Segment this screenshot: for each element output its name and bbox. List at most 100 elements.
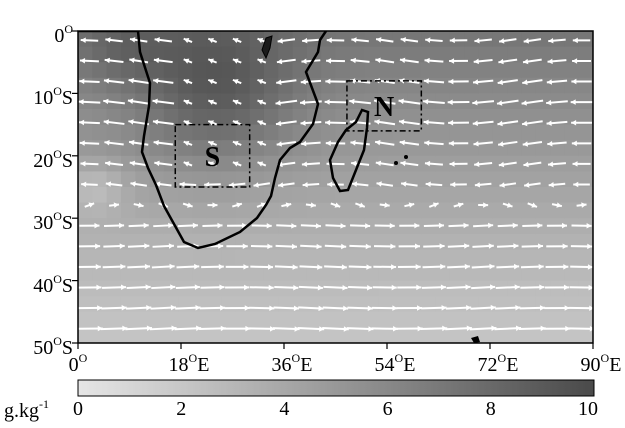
humidity-cell (250, 125, 265, 141)
humidity-cell (307, 249, 322, 265)
humidity-cell (264, 62, 279, 78)
humidity-cell (579, 296, 594, 312)
x-tick-label: 0O (69, 352, 88, 375)
humidity-cell (579, 62, 594, 78)
humidity-cell (164, 31, 179, 47)
humidity-cell (536, 249, 551, 265)
humidity-cell (579, 125, 594, 141)
humidity-cell (207, 327, 222, 343)
y-tick-label: 50OS (33, 335, 73, 358)
humidity-cell (393, 125, 408, 141)
humidity-cell (121, 249, 136, 265)
humidity-cell (550, 125, 565, 141)
humidity-cell (550, 281, 565, 297)
humidity-cell (564, 312, 579, 328)
humidity-cell (436, 249, 451, 265)
humidity-cell (92, 62, 107, 78)
x-tick-label: 18OE (169, 352, 210, 375)
humidity-cell (264, 249, 279, 265)
humidity-cell (550, 312, 565, 328)
humidity-cell (579, 234, 594, 250)
colorbar-unit: g.kg-1 (4, 398, 49, 421)
humidity-cell (421, 62, 436, 78)
humidity-cell (250, 281, 265, 297)
humidity-cell (92, 203, 107, 219)
humidity-cell (121, 125, 136, 141)
humidity-cell (364, 203, 379, 219)
humidity-cell (579, 78, 594, 94)
humidity-cell (92, 31, 107, 47)
humidity-cell (479, 125, 494, 141)
humidity-cell (121, 62, 136, 78)
humidity-cell (207, 281, 222, 297)
humidity-cell (135, 296, 150, 312)
humidity-cell (192, 249, 207, 265)
humidity-cell (192, 296, 207, 312)
humidity-cell (264, 140, 279, 156)
humidity-cell (221, 125, 236, 141)
humidity-cell (550, 62, 565, 78)
humidity-cell (507, 312, 522, 328)
colorbar-tick-label: 2 (176, 399, 186, 419)
humidity-cell (293, 312, 308, 328)
humidity-cell (507, 281, 522, 297)
humidity-cell (536, 171, 551, 187)
humidity-cell (350, 234, 365, 250)
x-tick-label: 90OE (581, 352, 622, 375)
humidity-cell (221, 296, 236, 312)
humidity-cell (579, 249, 594, 265)
humidity-cell (450, 234, 465, 250)
humidity-cell (107, 234, 122, 250)
humidity-cell (164, 140, 179, 156)
humidity-cell (407, 234, 422, 250)
humidity-cell (521, 249, 536, 265)
humidity-cell (321, 187, 336, 203)
humidity-cell (393, 281, 408, 297)
humidity-cell (579, 312, 594, 328)
humidity-cell (207, 312, 222, 328)
humidity-cell (192, 93, 207, 109)
humidity-cell (521, 234, 536, 250)
humidity-cell (364, 296, 379, 312)
y-tick-label: 40OS (33, 273, 73, 296)
humidity-cell (479, 234, 494, 250)
humidity-cell (536, 203, 551, 219)
humidity-cell (221, 156, 236, 172)
humidity-cell (521, 62, 536, 78)
humidity-cell (250, 312, 265, 328)
humidity-cell (78, 234, 93, 250)
humidity-cell (192, 203, 207, 219)
humidity-cell (536, 62, 551, 78)
humidity-cell (250, 327, 265, 343)
humidity-cell (150, 296, 165, 312)
humidity-cell (192, 187, 207, 203)
humidity-cell (278, 281, 293, 297)
humidity-cell (407, 296, 422, 312)
humidity-cell (336, 249, 351, 265)
humidity-cell (321, 312, 336, 328)
humidity-cell (235, 125, 250, 141)
humidity-cell (436, 187, 451, 203)
humidity-cell (464, 31, 479, 47)
humidity-cell (350, 281, 365, 297)
humidity-cell (550, 249, 565, 265)
y-tick-label: 20OS (33, 148, 73, 171)
humidity-cell (121, 187, 136, 203)
humidity-cell (421, 296, 436, 312)
humidity-cell (78, 312, 93, 328)
humidity-cell (164, 249, 179, 265)
humidity-cell (321, 234, 336, 250)
humidity-cell (207, 187, 222, 203)
humidity-cell (107, 125, 122, 141)
region-label-n: N (374, 92, 394, 123)
humidity-cell (378, 187, 393, 203)
humidity-cell (264, 78, 279, 94)
humidity-cell (164, 312, 179, 328)
humidity-cell (493, 62, 508, 78)
humidity-cell (250, 234, 265, 250)
x-tick-label: 36OE (272, 352, 313, 375)
humidity-cell (564, 125, 579, 141)
humidity-cell (207, 296, 222, 312)
humidity-cell (321, 249, 336, 265)
humidity-cell (450, 125, 465, 141)
